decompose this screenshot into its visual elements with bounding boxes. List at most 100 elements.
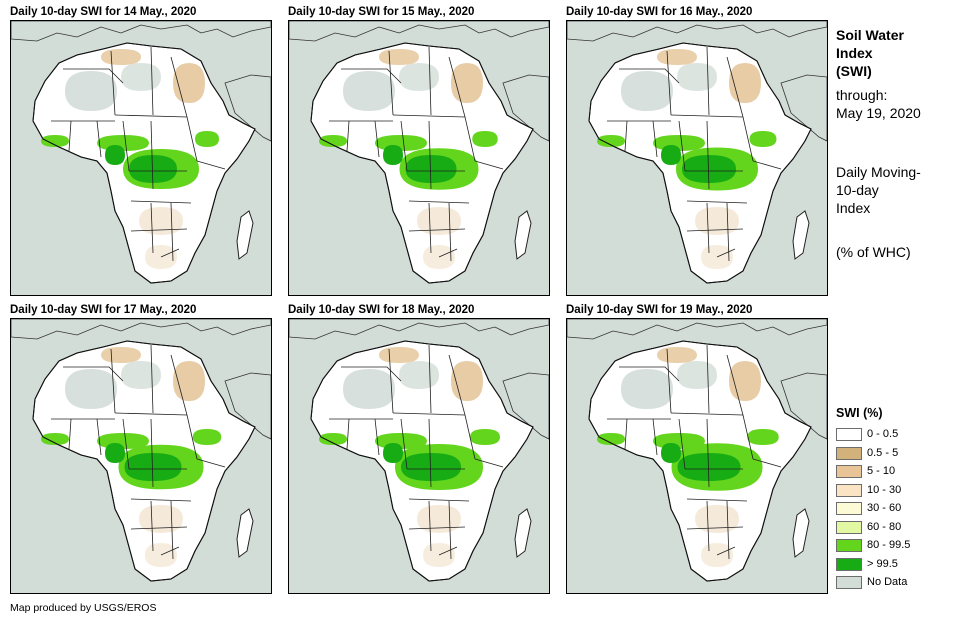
coastline — [310, 42, 534, 284]
country-border — [346, 120, 350, 152]
country-border — [160, 546, 180, 556]
saturated-area — [405, 155, 457, 183]
saturated-area — [661, 145, 681, 165]
country-border — [666, 348, 672, 414]
country-border — [678, 120, 686, 172]
country-border — [196, 458, 226, 468]
coastline — [588, 340, 812, 582]
country-border — [726, 56, 744, 118]
country-border — [619, 68, 680, 84]
dry-area — [101, 49, 141, 65]
panel-title: Daily 10-day SWI for 19 May., 2020 — [566, 304, 753, 316]
map-credit: Map produced by USGS/EROS — [10, 602, 157, 614]
units-label: (% of WHC) — [836, 244, 911, 260]
country-border — [341, 366, 402, 382]
wet-area — [597, 135, 625, 147]
legend-title: SWI (%) — [836, 406, 883, 420]
country-border — [706, 500, 710, 552]
country-border — [624, 120, 628, 152]
no-data-area — [621, 369, 673, 409]
country-border — [752, 458, 782, 468]
panel-title: Daily 10-day SWI for 18 May., 2020 — [288, 304, 475, 316]
no-data-area — [121, 361, 161, 389]
legend-label: 5 - 10 — [867, 465, 896, 477]
country-border — [346, 418, 350, 450]
legend-label: No Data — [867, 576, 908, 588]
coastline — [310, 340, 534, 582]
map-svg — [567, 21, 827, 295]
country-border — [130, 200, 192, 204]
index-title: Soil Water Index (SWI) — [836, 26, 904, 80]
no-data-area — [343, 71, 395, 111]
legend-label: 0 - 0.5 — [867, 428, 899, 440]
map-panel-1: Daily 10-day SWI for 14 May., 2020 — [10, 4, 272, 296]
country-border — [408, 498, 470, 502]
index-title-line: Soil Water — [836, 27, 904, 43]
country-border — [170, 56, 188, 118]
country-border — [114, 412, 188, 416]
no-data-area — [399, 63, 439, 91]
arabia — [502, 74, 549, 142]
country-border — [474, 458, 504, 468]
country-border — [186, 414, 198, 460]
legend-swatch — [836, 428, 862, 441]
africa-map — [566, 318, 828, 594]
country-border — [438, 546, 458, 556]
country-border — [624, 418, 628, 450]
country-border — [150, 500, 154, 552]
legend-swatch — [836, 446, 862, 460]
country-border — [428, 418, 432, 488]
legend-label: 10 - 30 — [867, 483, 902, 496]
wet-area — [319, 135, 347, 147]
country-border — [716, 546, 736, 556]
africa-map — [288, 318, 550, 594]
saturated-area — [677, 453, 741, 481]
through-value: May 19, 2020 — [836, 105, 921, 121]
africa-map — [10, 318, 272, 594]
through-date: through: May 19, 2020 — [836, 86, 921, 122]
eurasia-coast — [567, 21, 827, 42]
country-border — [110, 50, 116, 116]
country-border — [686, 200, 748, 204]
country-border — [742, 116, 754, 162]
country-border — [619, 366, 680, 382]
country-border — [150, 46, 154, 116]
madagascar — [236, 508, 254, 558]
africa-map — [566, 20, 828, 296]
map-panel-4: Daily 10-day SWI for 17 May., 2020 — [10, 302, 272, 594]
description-line: Index — [836, 200, 871, 216]
country-border — [428, 46, 432, 116]
no-data-area — [343, 369, 395, 409]
wet-area — [749, 131, 777, 147]
country-border — [68, 120, 72, 152]
no-data-area — [399, 361, 439, 389]
legend-label: 60 - 80 — [867, 520, 902, 533]
country-border — [408, 526, 466, 530]
no-data-area — [65, 71, 117, 111]
country-border — [726, 500, 730, 560]
country-border — [130, 526, 188, 530]
country-border — [670, 412, 744, 416]
country-border — [130, 498, 192, 502]
country-border — [114, 114, 188, 118]
country-border — [706, 202, 710, 254]
country-border — [388, 50, 394, 116]
arabia — [780, 372, 827, 440]
map-svg — [289, 319, 549, 593]
country-border — [341, 68, 402, 84]
map-svg — [567, 319, 827, 593]
arabia — [780, 74, 827, 142]
eurasia-coast — [567, 319, 827, 340]
madagascar — [514, 210, 532, 260]
legend-swatch — [836, 539, 862, 552]
no-data-area — [677, 361, 717, 389]
panel-title: Daily 10-day SWI for 16 May., 2020 — [566, 6, 753, 18]
saturated-area — [105, 443, 125, 463]
saturated-area — [661, 443, 681, 463]
map-panel-6: Daily 10-day SWI for 19 May., 2020 — [566, 302, 828, 594]
eurasia-coast — [11, 21, 271, 42]
saturated-area — [124, 453, 182, 481]
arabia — [224, 74, 271, 142]
wet-area — [192, 429, 222, 445]
country-border — [400, 418, 408, 470]
